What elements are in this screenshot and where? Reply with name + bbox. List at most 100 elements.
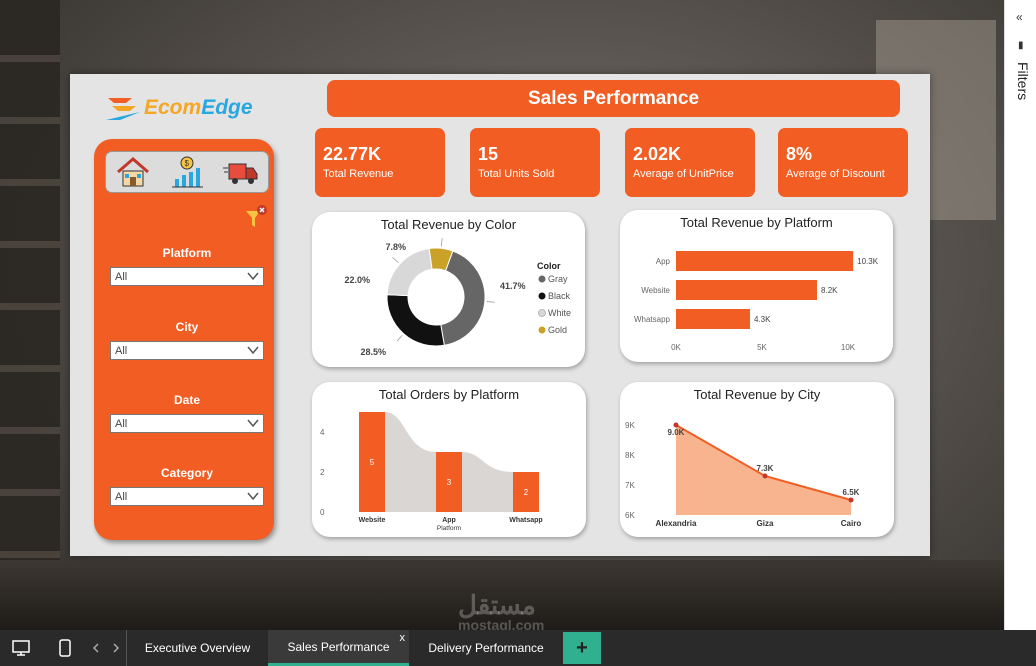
slicer-label-city: City	[175, 320, 199, 334]
y-tick-label: 8K	[625, 451, 635, 460]
data-label: 28.5%	[360, 347, 386, 357]
leader-line	[396, 334, 403, 342]
data-label: 4.3K	[754, 315, 771, 324]
house-icon[interactable]	[115, 155, 151, 189]
watermark: مستقل mostaql.com	[458, 590, 544, 633]
category-slicer-dropdown[interactable]: All	[110, 487, 264, 506]
svg-text:$: $	[185, 159, 190, 168]
filter-bars-icon[interactable]: ▮	[1018, 40, 1024, 51]
tab-executive-overview[interactable]: Executive Overview	[126, 630, 268, 666]
chart-title: Total Revenue by Color	[380, 217, 517, 232]
data-label: 7.8%	[385, 242, 406, 252]
area-fill	[676, 425, 851, 515]
chart-title: Total Revenue by Platform	[680, 215, 833, 230]
kpi-card-total-revenue: 22.77K Total Revenue	[315, 128, 445, 197]
bar-website	[676, 280, 818, 300]
kpi-value: 2.02K	[633, 144, 682, 164]
y-tick-label: 4	[320, 428, 325, 437]
bar-whatsapp	[676, 309, 750, 329]
category-label: Whatsapp	[634, 315, 671, 324]
background-bookshelf	[0, 0, 60, 630]
data-label: 6.5K	[843, 488, 860, 497]
data-label: 41.7%	[500, 281, 526, 291]
platform-slicer-dropdown[interactable]: All	[110, 267, 264, 286]
logo-text-edge: Edge	[201, 96, 253, 119]
chevron-down-icon	[247, 346, 259, 355]
mobile-view-icon[interactable]	[55, 638, 75, 658]
tab-label: Delivery Performance	[428, 641, 544, 655]
area-chart: 6K 7K 8K 9K 9.0K Alexandria 7.3K Giza 6.5K Cairo	[625, 421, 862, 528]
logo-text-ecom: Ecom	[144, 96, 202, 119]
watermark-line-2: mostaql.com	[458, 617, 545, 633]
delivery-truck-icon[interactable]	[223, 155, 259, 189]
kpi-label: Average of UnitPrice	[633, 168, 734, 180]
x-axis-title: Platform	[437, 525, 461, 532]
chart-title: Total Revenue by City	[693, 387, 821, 402]
y-tick-label: 7K	[625, 481, 635, 490]
chart-card-orders-by-platform[interactable]: Total Orders by Platform 0 2 4 5 Website 3 App…	[312, 382, 586, 537]
kpi-label: Total Revenue	[323, 168, 394, 180]
kpi-label: Average of Discount	[786, 168, 885, 180]
x-tick-label: 10K	[841, 343, 856, 352]
previous-page-icon[interactable]	[86, 638, 106, 658]
page-navigator: $	[105, 151, 269, 193]
dropdown-value: All	[115, 491, 128, 503]
legend-label: Gold	[548, 325, 567, 335]
donut-chart: 41.7% 28.5% 22.0% 7.8% Color Gray Black White Go…	[344, 238, 571, 357]
leader-line	[486, 301, 495, 303]
kpi-card-average-unitprice: 2.02K Average of UnitPrice	[625, 128, 755, 197]
desktop-view-icon[interactable]	[11, 638, 31, 658]
category-label: Giza	[757, 519, 774, 528]
data-label: 7.3K	[757, 464, 774, 473]
category-label: Whatsapp	[509, 517, 542, 524]
date-slicer-dropdown[interactable]: All	[110, 414, 264, 433]
add-page-button[interactable]: +	[563, 632, 601, 664]
tab-sales-performance[interactable]: Sales Performance x	[268, 630, 409, 666]
data-label: 2	[524, 488, 529, 497]
chevron-down-icon	[247, 419, 259, 428]
bar-app	[676, 251, 854, 271]
category-label: Cairo	[841, 519, 862, 528]
chart-card-revenue-by-color[interactable]: Total Revenue by Color 41.7% 28.5% 22.0% 7.…	[312, 212, 585, 367]
kpi-value: 22.77K	[323, 144, 382, 164]
category-label: App	[442, 517, 456, 524]
donut-slice-white	[386, 247, 433, 297]
data-label: 3	[447, 478, 452, 487]
chevron-down-icon	[247, 492, 259, 501]
category-label: Website	[641, 286, 670, 295]
donut-slice-gray	[440, 250, 486, 346]
logo: EcomEdge	[106, 94, 253, 122]
data-point-alexandria	[673, 422, 679, 428]
slicer-label-platform: Platform	[162, 246, 212, 260]
filters-pane-label[interactable]: Filters	[1015, 62, 1031, 101]
legend-marker-gold	[538, 326, 546, 334]
growth-chart-icon[interactable]: $	[169, 155, 205, 189]
x-tick-label: 5K	[757, 343, 767, 352]
chart-card-revenue-by-platform[interactable]: Total Revenue by Platform App 10.3K Websit…	[620, 210, 893, 362]
page-tab-bar: Executive Overview Sales Performance x D…	[0, 630, 1036, 666]
filters-pane[interactable]: « ▮ Filters	[1004, 0, 1036, 630]
legend-marker-white	[538, 309, 546, 317]
chart-card-revenue-by-city[interactable]: Total Revenue by City 6K 7K 8K 9K 9.0K Alexan…	[620, 382, 894, 537]
filter-sidebar: $ Platform All	[94, 139, 274, 540]
dropdown-value: All	[115, 345, 128, 357]
tab-label: Executive Overview	[144, 641, 251, 655]
city-slicer-dropdown[interactable]: All	[110, 341, 264, 360]
x-tick-label: 0K	[671, 343, 681, 352]
kpi-value: 8%	[786, 144, 813, 164]
logo-swoosh-icon	[106, 98, 140, 120]
collapse-filters-icon[interactable]: «	[1016, 10, 1023, 24]
close-tab-icon[interactable]: x	[399, 632, 406, 644]
data-label: 10.3K	[857, 257, 879, 266]
kpi-label: Total Units Sold	[478, 168, 555, 180]
clear-filter-icon[interactable]	[244, 205, 268, 231]
y-tick-label: 0	[320, 508, 325, 517]
category-label: App	[656, 257, 671, 266]
legend-marker-black	[538, 292, 546, 300]
tab-delivery-performance[interactable]: Delivery Performance	[409, 630, 563, 666]
kpi-card-total-units-sold: 15 Total Units Sold	[470, 128, 600, 197]
y-tick-label: 6K	[625, 511, 635, 520]
legend-label: Black	[548, 291, 571, 301]
next-page-icon[interactable]	[106, 638, 126, 658]
slicer-label-date: Date	[173, 393, 200, 407]
